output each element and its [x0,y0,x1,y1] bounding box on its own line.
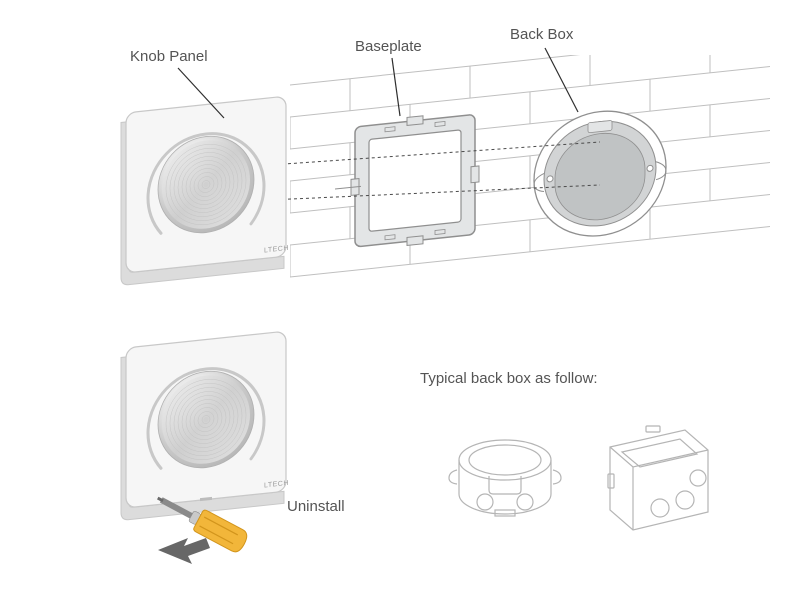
label-back-box: Back Box [510,26,573,43]
label-knob-panel: Knob Panel [130,48,208,65]
label-uninstall: Uninstall [287,498,345,515]
round-backbox-example [445,420,565,540]
diagram-canvas: LTECH LTECH [0,0,800,600]
square-backbox-example [590,412,720,542]
brand-text-2: LTECH [264,480,289,490]
label-typical-back-box: Typical back box as follow: [420,370,598,387]
label-baseplate: Baseplate [355,38,422,55]
screwdriver-icon [150,490,290,590]
